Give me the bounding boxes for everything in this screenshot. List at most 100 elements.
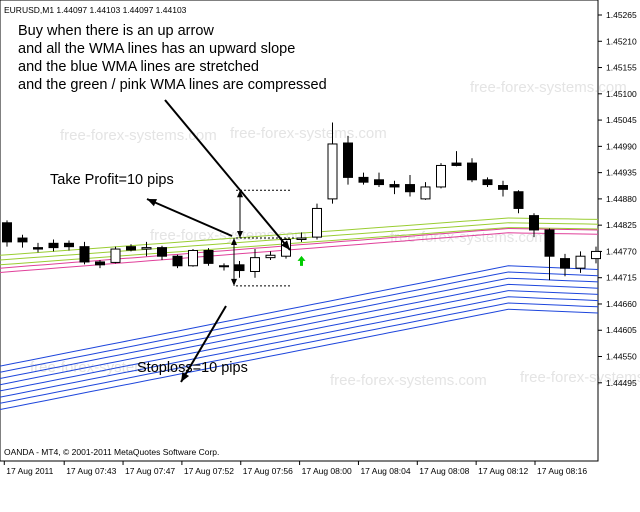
- watermark-text: free-forex-systems.com: [330, 372, 487, 389]
- bear-candle: [234, 264, 245, 272]
- bear-candle: [79, 246, 90, 263]
- bear-candle: [451, 162, 462, 166]
- wma-line: [0, 271, 599, 373]
- y-tick-label: 1.44770: [606, 246, 637, 256]
- arrow-head-icon: [237, 190, 243, 198]
- bull-candle: [436, 164, 446, 188]
- bear-candle: [482, 179, 493, 186]
- bear-candle: [343, 142, 353, 178]
- bull-candle: [420, 186, 431, 200]
- pointer-head-icon: [281, 240, 290, 250]
- x-tick-label: 17 Aug 07:52: [184, 466, 234, 476]
- bull-candle: [312, 207, 322, 238]
- y-tick-label: 1.44935: [606, 168, 637, 178]
- watermark-text: free-forex-systems.com: [30, 359, 187, 376]
- bull-candle: [575, 255, 586, 269]
- bear-candle: [157, 247, 167, 257]
- bear-candle: [2, 222, 12, 243]
- bull-candle: [110, 248, 121, 263]
- copyright-footer: OANDA - MT4, © 2001-2011 MetaQuotes Soft…: [4, 447, 219, 457]
- wma-line: [0, 217, 599, 256]
- note-line: and all the WMA lines has an upward slop…: [18, 41, 296, 57]
- x-tick-label: 17 Aug 08:12: [478, 466, 528, 476]
- bear-candle: [17, 237, 28, 243]
- x-tick-label: 17 Aug 08:16: [537, 466, 587, 476]
- candles: [2, 122, 601, 281]
- bull-candle: [296, 237, 307, 240]
- bull-candle: [141, 247, 152, 250]
- time-axis: 17 Aug 2011 17 Aug 07:43 17 Aug 07:47 17 Au…: [3, 461, 587, 476]
- bear-candle: [560, 258, 570, 269]
- bear-candle: [374, 179, 384, 186]
- symbol-header: EURUSD,M1 1.44097 1.44103 1.44097 1.4410…: [4, 5, 187, 15]
- trade-markup: [146, 99, 306, 383]
- y-tick-label: 1.44715: [606, 273, 637, 283]
- x-tick-label: 17 Aug 07:43: [66, 466, 116, 476]
- plot-frame: [0, 0, 599, 462]
- bear-candle: [467, 162, 477, 181]
- y-tick-label: 1.44660: [606, 299, 637, 309]
- x-tick-label: 17 Aug 08:04: [360, 466, 410, 476]
- arrow-head-icon: [231, 238, 237, 246]
- wma-line: [0, 283, 599, 386]
- bull-candle: [591, 250, 601, 260]
- arrow-head-icon: [237, 231, 243, 239]
- y-tick-label: 1.44495: [606, 378, 637, 388]
- bear-candle: [405, 184, 415, 193]
- x-tick-label: 17 Aug 2011: [6, 466, 53, 476]
- bear-candle: [498, 185, 508, 190]
- bear-candle: [529, 215, 539, 231]
- buy-arrow-icon: [297, 255, 306, 266]
- y-tick-label: 1.44825: [606, 220, 637, 230]
- y-tick-label: 1.44605: [606, 325, 637, 335]
- y-tick-label: 1.45045: [606, 115, 637, 125]
- bear-candle: [203, 249, 214, 264]
- notes-pointer: [164, 99, 291, 251]
- bull-candle: [265, 254, 276, 259]
- bear-candle: [389, 184, 400, 188]
- bear-candle: [172, 255, 183, 267]
- note-line: Buy when there is an up arrow: [18, 23, 214, 39]
- x-tick-label: 17 Aug 08:00: [302, 466, 352, 476]
- note-line: and the green / pink WMA lines are compr…: [18, 77, 327, 93]
- x-tick-label: 17 Aug 08:08: [419, 466, 469, 476]
- pointer-head-icon: [181, 372, 190, 382]
- bear-candle: [64, 242, 74, 248]
- watermark-text: free-forex-systems.com: [230, 125, 387, 142]
- y-tick-label: 1.45210: [606, 36, 637, 46]
- wma-line: [0, 265, 599, 367]
- wma-line: [0, 296, 599, 398]
- strategy-notes: Buy when there is an up arrow and all th…: [18, 22, 327, 94]
- y-tick-label: 1.45100: [606, 89, 637, 99]
- bear-candle: [544, 229, 555, 257]
- x-tick-label: 17 Aug 07:56: [243, 466, 293, 476]
- take-profit-pointer: [146, 198, 233, 237]
- bull-candle: [188, 249, 198, 267]
- bear-candle: [95, 261, 105, 266]
- bull-candle: [327, 143, 338, 200]
- stoploss-pointer: [180, 305, 227, 383]
- price-axis: 1.45265 1.45210 1.45155 1.45100 1.45045 1.449…: [598, 10, 637, 388]
- bear-candle: [219, 265, 229, 268]
- wma-line: [0, 302, 599, 404]
- y-tick-label: 1.45155: [606, 63, 637, 73]
- bull-candle: [250, 257, 260, 272]
- watermark-text: free-forex-systems.com: [520, 369, 640, 386]
- y-tick-label: 1.44880: [606, 194, 637, 204]
- take-profit-label: Take Profit=10 pips: [50, 172, 174, 188]
- pointer-head-icon: [147, 199, 157, 207]
- bear-candle: [126, 246, 136, 251]
- watermark-text: free-forex-systems.com: [470, 79, 627, 96]
- bear-candle: [358, 176, 369, 183]
- watermark-text: free-forex-systems.com: [60, 127, 217, 144]
- stoploss-label: Stoploss=10 pips: [137, 360, 248, 376]
- wma-line: [0, 290, 599, 392]
- bear-candle: [513, 191, 524, 209]
- y-tick-label: 1.44990: [606, 141, 637, 151]
- wma-line: [0, 277, 599, 379]
- y-tick-label: 1.44550: [606, 352, 637, 362]
- wma-line: [0, 308, 599, 410]
- y-tick-label: 1.45265: [606, 10, 637, 20]
- bear-candle: [33, 247, 43, 250]
